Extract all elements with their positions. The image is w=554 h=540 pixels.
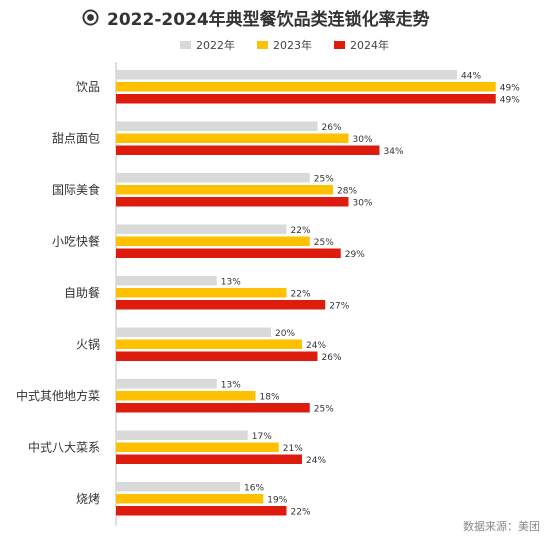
legend-swatch [180, 41, 191, 49]
data-label: 17% [252, 432, 272, 442]
bar [116, 145, 380, 155]
data-label: 25% [314, 238, 334, 248]
category-label: 烧烤 [76, 491, 100, 506]
bar [116, 224, 287, 234]
data-label: 34% [384, 147, 404, 157]
data-label: 13% [221, 278, 241, 288]
legend-label: 2023年 [273, 39, 312, 52]
legend-swatch [334, 41, 345, 49]
bar [116, 391, 256, 401]
bar [116, 300, 326, 310]
data-label: 18% [260, 393, 280, 403]
legend-swatch [257, 41, 268, 49]
bar [116, 339, 302, 349]
bar [116, 82, 496, 92]
data-label: 30% [353, 199, 373, 209]
data-label: 49% [500, 84, 520, 94]
data-label: 27% [329, 302, 349, 312]
category-label: 国际美食 [52, 182, 100, 197]
data-label: 22% [291, 226, 311, 236]
bar [116, 197, 349, 207]
bar [116, 482, 240, 492]
legend-item-0: 2022年 [180, 37, 235, 53]
data-label: 19% [267, 496, 287, 506]
bar [116, 276, 217, 286]
category-label: 中式八大菜系 [28, 439, 100, 454]
data-label: 21% [283, 444, 303, 454]
legend: 2022年 2023年 2024年 [180, 37, 411, 53]
legend-item-2: 2024年 [334, 37, 389, 53]
bar [116, 506, 287, 516]
category-label: 饮品 [76, 80, 100, 94]
data-label: 24% [306, 456, 326, 466]
bar [116, 288, 287, 298]
data-label: 28% [337, 187, 357, 197]
category-label: 火锅 [76, 336, 100, 351]
data-label: 22% [291, 290, 311, 300]
data-label: 24% [306, 341, 326, 351]
category-label: 甜点面包 [52, 131, 100, 145]
bar [116, 351, 318, 361]
bar [116, 430, 248, 440]
data-label: 13% [221, 381, 241, 391]
data-label: 44% [461, 72, 481, 82]
legend-label: 2024年 [350, 39, 389, 52]
data-label: 30% [353, 135, 373, 145]
data-label: 25% [314, 175, 334, 185]
data-label: 29% [345, 250, 365, 260]
bar [116, 133, 349, 143]
title-row: 2022-2024年典型餐饮品类连锁化率走势 [82, 4, 430, 30]
bar [116, 442, 279, 452]
data-label: 49% [500, 96, 520, 106]
category-label: 中式其他地方菜 [16, 388, 100, 403]
bar [116, 379, 217, 389]
bar [116, 121, 318, 131]
category-label: 小吃快餐 [52, 233, 100, 248]
data-label: 26% [322, 353, 342, 363]
data-label: 25% [314, 405, 334, 415]
bar [116, 494, 264, 504]
source-note: 数据来源：美团 [463, 520, 540, 533]
legend-label: 2022年 [196, 39, 235, 52]
data-label: 26% [322, 123, 342, 133]
data-label: 20% [275, 329, 295, 339]
bar [116, 236, 310, 246]
bar [116, 70, 457, 80]
data-label: 22% [291, 508, 311, 518]
bar [116, 185, 333, 195]
chart-title: 2022-2024年典型餐饮品类连锁化率走势 [107, 9, 430, 30]
bar [116, 248, 341, 258]
bar [116, 94, 496, 104]
target-icon [82, 8, 99, 26]
category-label: 自助餐 [64, 285, 100, 300]
bar [116, 403, 310, 413]
bar [116, 454, 302, 464]
bar [116, 327, 271, 337]
bar [116, 173, 310, 183]
legend-item-1: 2023年 [257, 37, 312, 53]
data-label: 16% [244, 484, 264, 494]
